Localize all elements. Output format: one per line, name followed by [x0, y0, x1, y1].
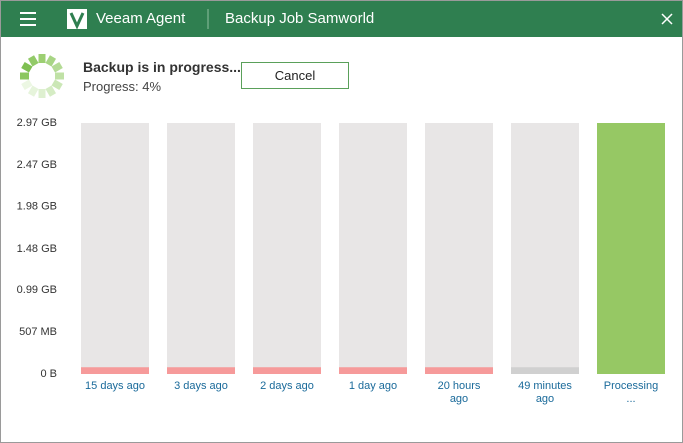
y-tick-label: 1.48 GB [17, 243, 57, 255]
bar [167, 367, 235, 374]
y-tick-label: 507 MB [19, 326, 57, 338]
column-background [253, 123, 321, 374]
y-tick-label: 2.47 GB [17, 159, 57, 171]
spinner-segment [27, 85, 39, 97]
column-background [81, 123, 149, 374]
y-tick-label: 2.97 GB [17, 117, 57, 129]
close-button[interactable] [661, 13, 673, 25]
column-background [167, 123, 235, 374]
bar [253, 367, 321, 374]
x-tick-label[interactable]: 2 days ago [260, 380, 314, 392]
column-background [339, 123, 407, 374]
y-tick-label: 1.98 GB [17, 201, 57, 213]
y-tick-label: 0 B [40, 368, 57, 380]
bar [597, 123, 665, 374]
spinner-segment [51, 61, 63, 73]
column-background [511, 123, 579, 374]
x-tick-label[interactable]: 3 days ago [174, 380, 228, 392]
progress-text: Progress: 4% [83, 79, 162, 94]
spinner-segment [27, 55, 39, 67]
title-icons [20, 9, 673, 30]
bar [81, 367, 149, 374]
spinner-segment [21, 61, 33, 73]
spinner-segment [51, 79, 63, 91]
bar [339, 367, 407, 374]
status-title: Backup is in progress... [83, 59, 241, 75]
spinner-segment [45, 55, 57, 67]
spinner-segment [21, 79, 33, 91]
column-background [425, 123, 493, 374]
y-tick-label: 0.99 GB [17, 284, 57, 296]
app-name: Veeam Agent [96, 10, 186, 27]
x-tick-label[interactable]: Processing ... [603, 380, 659, 405]
x-tick-label[interactable]: 49 minutes ago [518, 380, 572, 405]
menu-icon[interactable] [20, 12, 36, 26]
job-name: Backup Job Samworld [225, 10, 375, 27]
x-tick-label[interactable]: 20 hours ago [437, 380, 481, 405]
bar [425, 367, 493, 374]
x-tick-label[interactable]: 15 days ago [85, 380, 145, 392]
spinner-segment [45, 85, 57, 97]
bar [511, 367, 579, 374]
spinner [20, 54, 64, 98]
x-tick-label[interactable]: 1 day ago [348, 380, 398, 392]
title-bar: Veeam Agent Backup Job Samworld [1, 1, 682, 37]
cancel-button[interactable]: Cancel [241, 62, 349, 89]
